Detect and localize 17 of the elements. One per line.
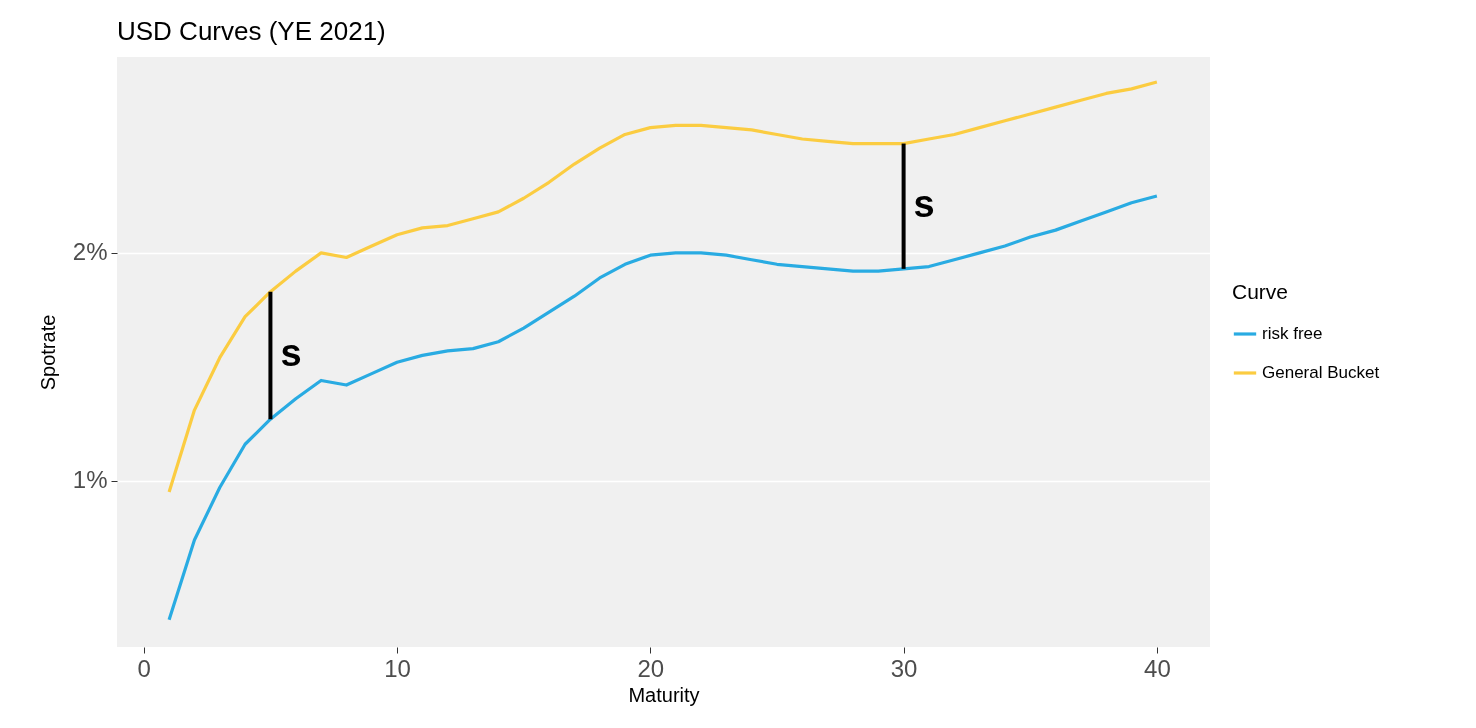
x-tick-label: 40 <box>1144 654 1171 682</box>
y-axis-title: Spotrate <box>36 314 59 391</box>
x-axis-title: Maturity <box>628 683 700 706</box>
line-series <box>167 80 1159 494</box>
line-series <box>167 194 1159 622</box>
y-tick-label: 2% <box>72 238 108 266</box>
chart-title: USD Curves (YE 2021) <box>117 16 386 46</box>
x-tick-label: 30 <box>890 654 918 682</box>
legend-title: Curve <box>1232 280 1289 303</box>
x-tick-label: 10 <box>384 654 411 682</box>
legend-label: General Bucket <box>1262 363 1380 382</box>
x-tick-label: 0 <box>137 654 151 682</box>
annotation: s <box>913 183 935 226</box>
x-tick-label: 20 <box>637 654 665 682</box>
y-tick-label: 1% <box>72 466 108 494</box>
annotation: s <box>280 332 302 375</box>
legend-label: risk free <box>1262 324 1323 343</box>
